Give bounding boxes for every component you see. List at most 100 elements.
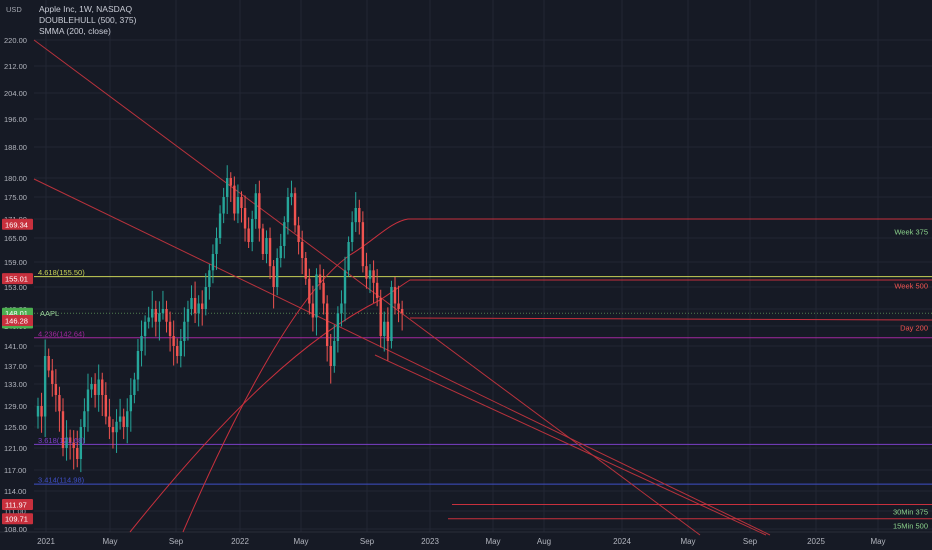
price-tag-text: 146.28 [5,317,28,326]
y-tick-label: 188.00 [4,143,27,152]
x-tick-label: May [293,537,308,546]
indicator-doublehull: DOUBLEHULL (500, 375) [39,15,137,25]
y-tick-label: 111.00 [4,507,26,516]
y-tick-label: 133.00 [4,380,27,389]
trend-lines [33,39,932,536]
line-label: 15Min 500 [893,522,928,531]
candle-body [333,341,336,366]
fib-level-label: 3.618(121.68) [38,436,85,445]
week-500-hull [129,279,932,533]
candle-body [290,193,293,197]
candle-body [347,242,350,271]
ticker-label: AAPL [40,309,59,318]
candle-body [93,384,97,395]
price-tag [2,513,33,525]
candles [36,165,404,473]
candle-body [318,274,322,283]
candle-body [236,197,240,214]
candle-body [300,242,304,258]
candle-body [343,270,347,304]
candle-body [111,427,115,433]
trendline [33,39,701,536]
line-label: Week 500 [894,282,928,291]
y-tick-label: 129.00 [4,402,27,411]
candle-body [400,309,404,314]
candle-body [58,395,61,412]
fib-level-label: 4.236(142.64) [38,329,85,338]
x-axis: 2021 May Sep 2022 May Sep 2023 May Aug 2024 May Sep… [37,537,885,546]
price-tag-text: 155.01 [5,275,28,284]
candle-body [275,258,279,287]
candle-body [393,287,397,304]
candle-body [154,309,158,322]
candle-body [179,341,182,356]
candle-body [315,274,318,318]
candle-body [325,303,329,346]
candle-body [304,258,307,279]
chart-legend: Apple Inc, 1W, NASDAQ DOUBLEHULL (500, 3… [39,4,136,37]
candle-body [265,238,268,254]
candle-body [272,266,275,287]
candle-body [350,222,354,242]
candle-body [375,282,379,298]
candle-body [386,321,390,341]
candle-body [97,379,100,395]
candle-body [108,416,111,427]
candle-body [118,416,122,422]
y-tick-label: 165.00 [4,234,27,243]
candle-body [247,228,250,242]
candle-body [243,208,247,229]
candle-body [129,395,133,412]
candle-body [208,270,211,287]
x-tick-label: May [102,537,117,546]
candle-body [51,370,54,384]
trendline [374,354,767,536]
y-tick-label: 121.00 [4,444,27,453]
indicator-smma: SMMA (200, close) [39,26,111,36]
y-tick-label: 212.00 [4,62,27,71]
y-tick-label: 117.00 [4,466,26,475]
candle-body [161,309,165,314]
candle-body [358,208,361,223]
price-tag-text: 169.34 [5,220,28,229]
candle-body [104,395,108,417]
candle-body [86,389,90,412]
line-label: Day 200 [900,324,928,333]
price-tag [2,499,33,511]
candle-body [397,303,400,309]
candle-body [168,321,172,336]
y-tick-label: 204.00 [4,89,27,98]
candle-body [197,303,200,314]
y-tick-label: 108.00 [4,525,27,534]
candle-body [190,298,193,309]
price-tag [2,218,33,230]
price-tag-text: 109.71 [5,515,28,524]
candle-body [133,379,136,395]
fib-levels [34,276,932,485]
chart-title: Apple Inc, 1W, NASDAQ [39,4,133,14]
candle-body [43,356,47,417]
x-tick-label: Aug [537,537,551,546]
candle-body [365,266,368,279]
candle-body [379,298,382,336]
x-tick-label: May [680,537,695,546]
price-tag-text: 111.97 [5,501,27,510]
candle-body [72,442,75,448]
candle-body [215,238,218,254]
x-tick-label: 2023 [421,537,439,546]
fib-level-label: 4.618(155.50) [38,268,85,277]
y-tick-label: 159.00 [4,258,27,267]
grid [0,0,932,533]
x-tick-label: 2024 [613,537,631,546]
candle-body [65,437,68,448]
candle-body [115,421,118,433]
candle-body [258,193,261,229]
candle-body [390,287,393,341]
x-tick-label: 2025 [807,537,825,546]
candle-body [140,336,143,351]
y-tick-label: 125.00 [4,423,27,432]
candle-body [279,246,282,258]
candle-body [79,427,83,459]
